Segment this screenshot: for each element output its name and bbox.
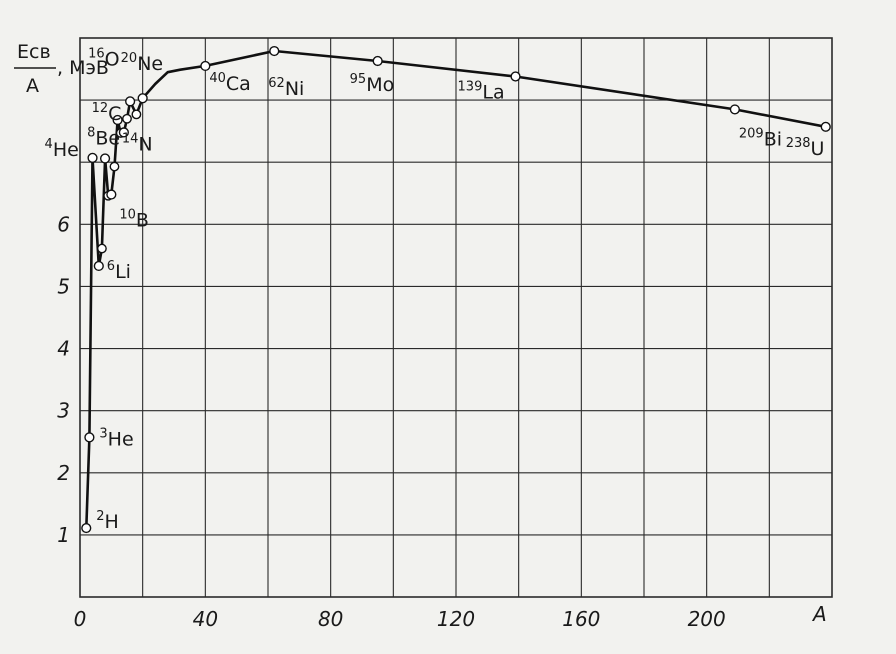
y-tick-label: 1 [57, 523, 70, 547]
isotope-symbol: Mo [366, 74, 394, 96]
isotope-label: 10B [119, 208, 149, 232]
data-point [87, 152, 98, 163]
isotope-label: 12C [92, 101, 122, 125]
data-point [137, 93, 148, 104]
data-point [112, 114, 123, 126]
data-point [106, 189, 117, 200]
data-point [820, 121, 831, 132]
isotope-label: 209Bi [739, 126, 782, 150]
isotope-symbol: Li [115, 261, 131, 283]
isotope-label: 20Ne [121, 51, 163, 75]
isotope-symbol: Be [95, 127, 120, 149]
isotope-mass-number: 6 [107, 259, 115, 274]
isotope-mass-number: 2 [96, 509, 104, 524]
data-point [97, 243, 107, 254]
x-tick-label: 0 [74, 607, 87, 631]
isotope-label: 8Be [87, 125, 120, 149]
isotope-symbol: Ne [137, 53, 163, 75]
isotope-mass-number: 20 [121, 51, 138, 66]
isotope-mass-number: 16 [88, 46, 105, 61]
isotope-symbol: La [482, 82, 504, 104]
isotope-symbol: U [811, 138, 825, 160]
isotope-label: 2H [96, 509, 119, 533]
x-axis-title: A [811, 602, 827, 626]
isotope-label: 16O [88, 46, 120, 70]
data-point [118, 127, 129, 138]
x-tick-label: 80 [318, 607, 343, 631]
y-tick-label: 5 [57, 274, 70, 298]
isotope-symbol: Ni [285, 78, 305, 100]
data-point [510, 71, 521, 82]
data-point [81, 522, 92, 534]
isotope-mass-number: 209 [739, 126, 764, 141]
isotope-mass-number: 8 [87, 125, 95, 140]
x-tick-label: 120 [437, 607, 475, 631]
data-point [372, 55, 383, 67]
data-points [81, 45, 831, 534]
y-tick-label: 4 [57, 337, 70, 361]
data-point [122, 113, 132, 124]
data-point [269, 45, 280, 57]
isotope-symbol: N [138, 133, 152, 155]
data-point [125, 96, 136, 107]
isotope-mass-number: 62 [268, 76, 285, 91]
y-axis-title-denominator: A [26, 75, 39, 97]
isotope-mass-number: 3 [99, 426, 107, 441]
data-point [93, 260, 104, 272]
isotope-mass-number: 14 [122, 131, 139, 146]
x-tick-label: 160 [562, 607, 600, 631]
data-point [729, 104, 740, 115]
y-axis-title: Eсв A , МэВ [14, 41, 109, 97]
isotope-mass-number: 238 [786, 136, 811, 151]
y-tick-label: 2 [57, 461, 70, 485]
isotope-mass-number: 10 [119, 208, 136, 223]
tick-labels: 0 40 80 120 160 200 1 2 3 4 5 6 [57, 212, 725, 631]
y-axis-title-unit: , МэВ [57, 57, 109, 79]
y-tick-label: 6 [57, 212, 70, 236]
isotope-label: 95Mo [350, 72, 395, 96]
isotope-label: 139La [458, 80, 505, 104]
isotope-symbol: B [136, 210, 149, 232]
isotope-label: 4He [45, 137, 79, 161]
isotope-label: 238U [786, 136, 825, 160]
data-point [131, 109, 142, 120]
isotope-symbol: He [108, 428, 134, 450]
isotope-symbol: H [105, 511, 119, 533]
isotope-mass-number: 139 [458, 80, 483, 95]
isotope-mass-number: 12 [92, 101, 109, 116]
isotope-symbol: O [105, 48, 120, 70]
isotope-label: 40Ca [209, 71, 250, 95]
isotope-symbol: C [108, 103, 121, 125]
y-axis-title-numerator: Eсв [17, 41, 51, 63]
grid [79, 37, 833, 598]
data-point [109, 161, 120, 172]
isotope-mass-number: 95 [350, 72, 367, 87]
y-tick-label: 3 [57, 399, 70, 423]
isotope-label: 62Ni [268, 76, 304, 100]
isotope-label: 14N [122, 131, 153, 155]
isotope-mass-number: 4 [45, 137, 53, 152]
isotope-mass-number: 40 [209, 71, 226, 86]
isotope-symbol: He [53, 139, 79, 161]
x-tick-label: 200 [688, 607, 726, 631]
isotope-symbol: Bi [764, 128, 782, 150]
isotope-label: 3He [99, 426, 133, 450]
data-point [99, 153, 111, 164]
data-point [200, 60, 211, 72]
isotope-symbol: Ca [226, 73, 251, 95]
x-tick-label: 40 [193, 607, 218, 631]
isotope-label: 6Li [107, 259, 131, 283]
data-point [84, 432, 95, 443]
